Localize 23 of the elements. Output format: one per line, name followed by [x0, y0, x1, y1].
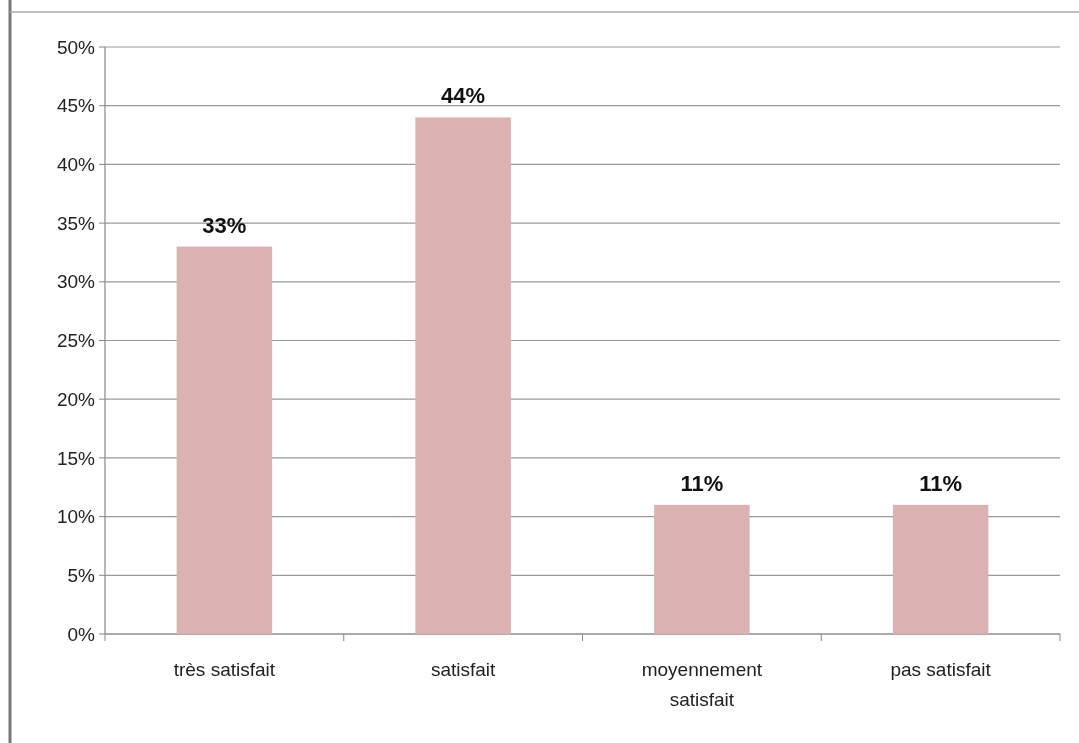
bar [892, 504, 989, 634]
bar [415, 117, 511, 634]
y-tick-label: 15% [56, 447, 96, 469]
x-tick-label: très satisfait [173, 659, 276, 680]
y-tick-label: 10% [56, 506, 96, 528]
y-tick-label: 30% [56, 271, 96, 293]
x-tick-label: pas satisfait [890, 659, 992, 680]
y-tick-label: 0% [67, 623, 96, 645]
y-tick-label: 20% [56, 388, 96, 410]
bar [176, 246, 273, 634]
x-tick-label: satisfait [430, 659, 497, 680]
x-tick-label: moyennement satisfait [641, 659, 763, 710]
y-tick-label: 40% [56, 154, 96, 176]
y-tick-label: 50% [56, 36, 96, 58]
data-label: 33% [202, 212, 247, 238]
data-label: 11% [919, 470, 963, 496]
data-label: 11% [680, 470, 724, 496]
y-tick-label: 25% [56, 330, 96, 352]
y-tick-label: 5% [67, 564, 96, 586]
y-tick-label: 45% [56, 95, 96, 117]
bar [654, 504, 750, 634]
data-label: 44% [441, 83, 486, 109]
y-tick-label: 35% [56, 212, 96, 234]
